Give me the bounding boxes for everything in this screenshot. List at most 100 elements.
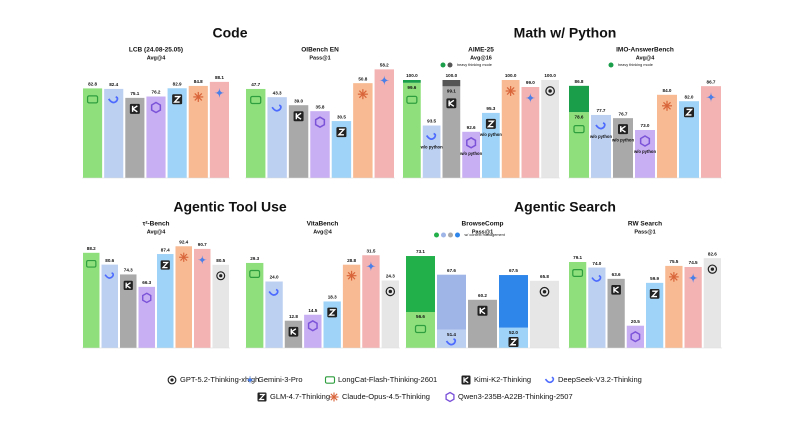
bar [146, 96, 166, 178]
value-label: 86.8 [575, 79, 584, 84]
bar-note: w/o python [459, 151, 483, 156]
model-icon [414, 324, 427, 334]
value-label: 67.5 [509, 268, 518, 273]
bar [212, 264, 229, 348]
note-swatch [608, 62, 614, 68]
bar-heavy [406, 256, 435, 313]
model-icon [123, 280, 133, 291]
model-icon [271, 104, 282, 112]
value-label: 30.5 [337, 114, 346, 119]
model-icon [619, 125, 626, 133]
value-label: 28.8 [347, 258, 356, 263]
value-label: 73.1 [416, 249, 425, 254]
model-icon [197, 92, 203, 98]
note-label: w/ context management [465, 233, 506, 237]
bar [353, 83, 373, 178]
bar-note: w/o python [633, 149, 657, 154]
model-icon [666, 101, 671, 107]
value-label: 20.5 [631, 319, 640, 324]
bar-note: w/o python [420, 145, 444, 150]
bar [703, 258, 721, 348]
value-label: 47.7 [251, 82, 260, 87]
value-label: 18.3 [328, 295, 337, 300]
value-label: 60.2 [478, 293, 487, 298]
value-label: 74.5 [689, 260, 698, 265]
model-icon [250, 95, 262, 105]
model-icon [86, 95, 99, 104]
model-icon [639, 135, 651, 147]
model-icon [170, 378, 174, 382]
chart-subtitle: Avg@4 [147, 55, 167, 61]
chart-subtitle: Avg@4 [636, 55, 656, 61]
model-icon [673, 273, 678, 278]
value-label: 50.8 [358, 76, 367, 81]
value-label: 82.9 [173, 81, 182, 86]
chart-subtitle: Pass@1 [309, 55, 330, 61]
value-label: 88.1 [215, 75, 224, 80]
bar-note: w/o python [479, 132, 503, 137]
value-label: 82.0 [685, 94, 694, 99]
bar [246, 88, 266, 178]
bar [188, 85, 208, 178]
value-label: 67.6 [447, 268, 456, 273]
bar [422, 125, 441, 178]
value-label: 100.0 [544, 73, 556, 78]
bar [194, 248, 211, 348]
value-label: 92.4 [179, 239, 188, 244]
model-icon [710, 267, 715, 271]
note-label: heavy thinking mode [457, 63, 492, 67]
model-icon [688, 273, 698, 283]
value-label: 74.3 [124, 268, 133, 273]
bar [406, 312, 435, 348]
value-label: 76.2 [152, 90, 161, 95]
value-label: 43.3 [273, 90, 282, 95]
bar [310, 111, 330, 178]
legend-label: Qwen3-235B-A22B-Thinking-2507 [458, 392, 573, 401]
bar [626, 325, 644, 348]
chart-title: AIME-25 [468, 47, 494, 54]
note-swatch [455, 232, 460, 238]
model-icon [466, 136, 477, 149]
value-label: 75.5 [669, 259, 678, 264]
model-icon [183, 253, 188, 258]
section-title: Code [213, 25, 248, 41]
bar [588, 267, 606, 348]
legend-label: Claude-Opus-4.5-Thinking [342, 392, 430, 401]
value-label: 84.8 [194, 79, 203, 84]
model-icon [477, 305, 488, 316]
value-label: 29.3 [250, 256, 259, 261]
value-label: 24.3 [386, 274, 395, 279]
bar [381, 280, 399, 348]
model-icon [125, 282, 131, 289]
bar [83, 252, 100, 348]
chart-subtitle: Pass@1 [472, 229, 493, 235]
value-label: 100.0 [406, 73, 418, 78]
value-label: 88.2 [87, 246, 96, 251]
bar-heavy [437, 274, 466, 330]
chart-title: IMO-AnswerBench [616, 47, 674, 54]
model-icon [219, 274, 223, 278]
value-label: 80.5 [216, 258, 225, 263]
bar-heavy [442, 80, 461, 87]
model-icon [142, 292, 152, 304]
model-icon [446, 98, 457, 109]
bar [613, 118, 633, 178]
model-icon [214, 87, 225, 98]
model-icon [612, 286, 619, 294]
model-icon [293, 111, 304, 122]
value-label: 79.1 [573, 255, 582, 260]
model-icon [173, 95, 182, 103]
model-icon [510, 87, 515, 92]
bar [104, 88, 124, 178]
model-icon [445, 391, 455, 403]
bar-heavy [403, 80, 421, 83]
model-icon [268, 288, 279, 296]
bar [288, 105, 309, 178]
value-label: 76.7 [619, 111, 628, 116]
section-title: Agentic Tool Use [173, 199, 287, 215]
model-icon [542, 290, 547, 294]
model-icon [425, 132, 437, 140]
value-label: 74.0 [592, 261, 601, 266]
bar [657, 94, 677, 178]
model-icon [161, 261, 170, 269]
